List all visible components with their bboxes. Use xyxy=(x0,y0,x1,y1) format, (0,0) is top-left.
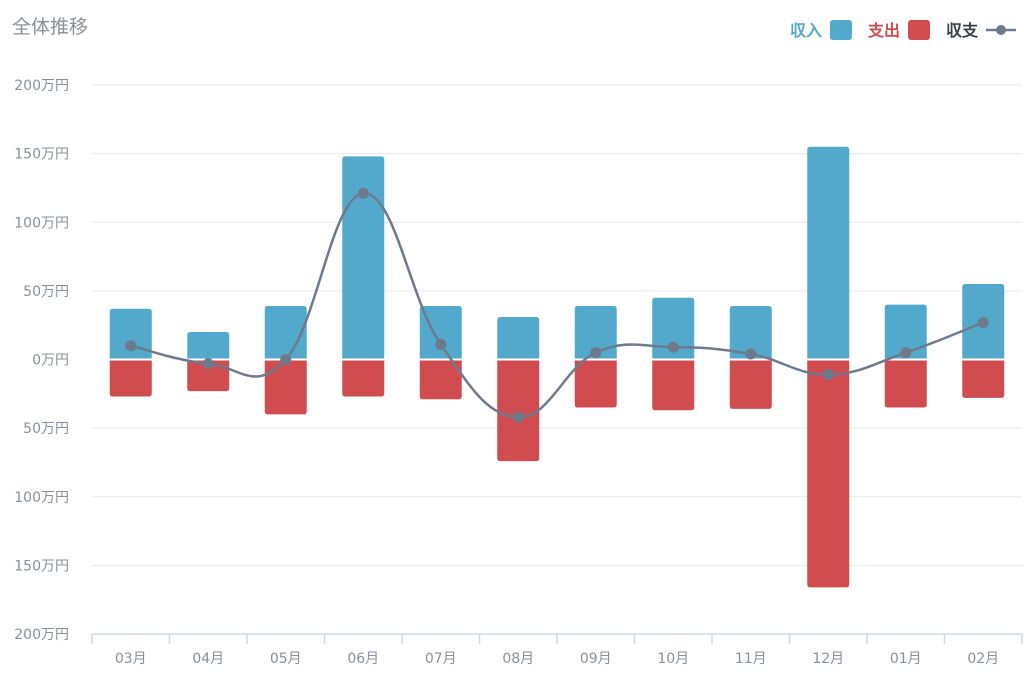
expense-bar-2[interactable] xyxy=(264,359,307,415)
net-point-1[interactable] xyxy=(202,358,214,370)
net-points xyxy=(125,187,989,423)
y-tick-label: 50万円 xyxy=(23,421,69,437)
income-bar-5[interactable] xyxy=(497,316,540,360)
expense-bar-0[interactable] xyxy=(109,359,152,397)
expense-bar-3[interactable] xyxy=(342,359,385,397)
x-tick-label: 10月 xyxy=(657,651,689,667)
net-point-9[interactable] xyxy=(822,369,834,381)
net-point-10[interactable] xyxy=(900,347,912,359)
legend-symbol-dot-2 xyxy=(996,25,1006,35)
expense-bar-4[interactable] xyxy=(419,359,462,400)
net-point-5[interactable] xyxy=(512,411,524,423)
x-tick-label: 02月 xyxy=(967,651,999,667)
x-tick-label: 03月 xyxy=(115,651,147,667)
net-point-7[interactable] xyxy=(667,341,679,353)
y-axis-ticks: 200万円 150万円 100万円 50万円 0万円 50万円 100万円 150万円 200万… xyxy=(14,78,69,643)
income-bar-7[interactable] xyxy=(652,297,695,360)
legend-symbol-1 xyxy=(907,20,930,40)
y-tick-label: 100万円 xyxy=(14,490,69,506)
legend-label-1[interactable]: 支出 xyxy=(867,21,900,40)
y-tick-label: 150万円 xyxy=(14,147,69,163)
expense-bar-1[interactable] xyxy=(187,359,230,392)
net-point-2[interactable] xyxy=(280,354,292,365)
x-tick-label: 11月 xyxy=(735,651,767,667)
x-tick-label: 06月 xyxy=(347,651,379,667)
gridlines xyxy=(92,84,1022,566)
x-tick-label: 12月 xyxy=(812,651,844,667)
expense-bar-5[interactable] xyxy=(497,359,540,462)
net-point-8[interactable] xyxy=(745,348,757,360)
x-tick-label: 07月 xyxy=(425,651,457,667)
chart-title: 全体推移 xyxy=(12,16,88,38)
y-tick-label: 100万円 xyxy=(14,215,69,231)
net-point-3[interactable] xyxy=(357,187,369,199)
income-bar-0[interactable] xyxy=(109,308,152,360)
expense-bar-8[interactable] xyxy=(729,359,772,409)
income-bar-10[interactable] xyxy=(884,304,927,360)
net-point-4[interactable] xyxy=(435,338,447,350)
x-tick-label: 04月 xyxy=(192,651,224,667)
income-bar-6[interactable] xyxy=(574,305,617,360)
net-line xyxy=(130,192,984,419)
y-tick-label: 200万円 xyxy=(14,627,69,643)
x-tick-label: 01月 xyxy=(890,651,922,667)
net-point-11[interactable] xyxy=(977,316,989,328)
expense-bar-7[interactable] xyxy=(652,359,695,411)
legend-label-0[interactable]: 収入 xyxy=(790,21,822,40)
x-axis: 03月 04月 05月 06月 07月 08月 09月 10月 11月 12月 01月 02月 xyxy=(91,633,1023,667)
income-bar-4[interactable] xyxy=(419,305,462,360)
expense-bar-6[interactable] xyxy=(574,359,617,408)
y-tick-label: 200万円 xyxy=(14,78,69,94)
x-tick-label: 08月 xyxy=(502,651,534,667)
legend-label-2[interactable]: 収支 xyxy=(946,21,979,40)
income-bar-1[interactable] xyxy=(187,332,230,360)
y-tick-label: 150万円 xyxy=(14,558,69,574)
legend[interactable]: 収支 支出 収入 xyxy=(790,20,1016,40)
expense-bar-9[interactable] xyxy=(807,359,850,588)
x-tick-label: 05月 xyxy=(270,651,302,667)
net-point-6[interactable] xyxy=(590,347,602,359)
income-bar-3[interactable] xyxy=(342,156,385,360)
expense-bar-10[interactable] xyxy=(884,359,927,408)
x-tick-label: 09月 xyxy=(580,651,612,667)
expense-bar-11[interactable] xyxy=(962,359,1005,398)
income-bar-8[interactable] xyxy=(729,305,772,360)
income-bar-9[interactable] xyxy=(807,146,850,360)
net-point-0[interactable] xyxy=(125,340,137,352)
y-tick-label: 50万円 xyxy=(23,284,69,300)
legend-symbol-0 xyxy=(829,20,852,40)
y-tick-label: 0万円 xyxy=(32,353,69,369)
